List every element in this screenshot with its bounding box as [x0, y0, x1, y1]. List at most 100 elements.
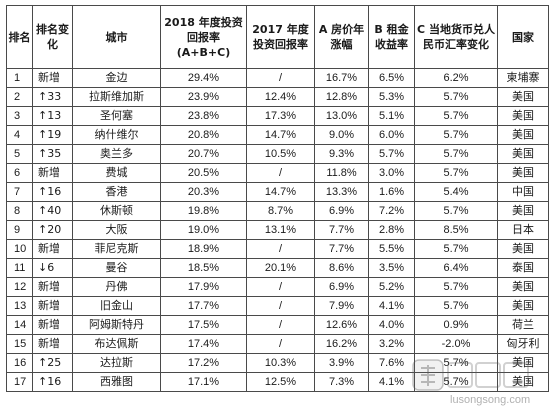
- table-row: 6 新增 费城 20.5%/11.8% 3.0% 5.7% 美国: [6, 163, 549, 183]
- cell-fx-change: 8.5%: [414, 220, 498, 240]
- header-rank-change: 排名变化: [32, 5, 73, 69]
- cell-rental-yield: 4.1%: [368, 372, 415, 392]
- cell-roi-2017: /: [246, 334, 315, 354]
- cell-city: 休斯顿: [72, 201, 161, 221]
- cell-price-growth: 7.3%: [314, 372, 369, 392]
- cell-country: 美国: [497, 201, 549, 221]
- watermark-text: lusongsong.com: [450, 394, 530, 406]
- cell-price-growth: 3.9%: [314, 353, 369, 373]
- header-roi-2018: 2018 年度投资回报率(A+B+C): [160, 5, 247, 69]
- cell-rental-yield: 3.0%: [368, 163, 415, 183]
- cell-roi-2017: /: [246, 239, 315, 259]
- cell-rank: 17: [6, 372, 33, 392]
- cell-rental-yield: 5.5%: [368, 239, 415, 259]
- cell-rental-yield: 5.1%: [368, 106, 415, 126]
- cell-price-growth: 11.8%: [314, 163, 369, 183]
- cell-rental-yield: 4.0%: [368, 315, 415, 335]
- cell-country: 美国: [497, 144, 549, 164]
- cell-country: 美国: [497, 372, 549, 392]
- cell-chg: ↓6: [32, 258, 73, 278]
- cell-roi-2018: 29.4%: [160, 68, 247, 88]
- cell-fx-change: -2.0%: [414, 334, 498, 354]
- cell-rank: 12: [6, 277, 33, 297]
- cell-fx-change: 6.2%: [414, 68, 498, 88]
- cell-chg: ↑16: [32, 372, 73, 392]
- header-city: 城市: [72, 5, 161, 69]
- cell-rank: 5: [6, 144, 33, 164]
- cell-price-growth: 12.8%: [314, 87, 369, 107]
- cell-country: 中国: [497, 182, 549, 202]
- cell-chg: ↑25: [32, 353, 73, 373]
- roi-ranking-table: 排名 排名变化 城市 2018 年度投资回报率(A+B+C) 2017 年度投资…: [6, 5, 549, 392]
- cell-roi-2017: 14.7%: [246, 125, 315, 145]
- header-rank: 排名: [6, 5, 33, 69]
- table-row: 15 新增 布达佩斯 17.4%/16.2% 3.2% -2.0% 匈牙利: [6, 334, 549, 354]
- cell-fx-change: 5.7%: [414, 125, 498, 145]
- header-price-growth: A 房价年涨幅: [314, 5, 369, 69]
- cell-country: 美国: [497, 125, 549, 145]
- cell-roi-2018: 17.4%: [160, 334, 247, 354]
- cell-rental-yield: 5.2%: [368, 277, 415, 297]
- header-rental-yield: B 租金收益率: [368, 5, 415, 69]
- cell-fx-change: 5.7%: [414, 353, 498, 373]
- cell-country: 美国: [497, 106, 549, 126]
- cell-country: 美国: [497, 239, 549, 259]
- cell-roi-2018: 20.8%: [160, 125, 247, 145]
- cell-roi-2018: 17.2%: [160, 353, 247, 373]
- cell-roi-2018: 19.8%: [160, 201, 247, 221]
- cell-roi-2017: 10.3%: [246, 353, 315, 373]
- table-row: 17 ↑16 西雅图 17.1% 12.5% 7.3% 4.1% 5.7% 美国: [6, 372, 549, 392]
- cell-city: 费城: [72, 163, 161, 183]
- table-row: 4 ↑19 纳什维尔 20.8% 14.7% 9.0% 6.0% 5.7% 美国: [6, 125, 549, 145]
- cell-rank: 10: [6, 239, 33, 259]
- cell-rental-yield: 6.5%: [368, 68, 415, 88]
- cell-fx-change: 5.7%: [414, 87, 498, 107]
- cell-roi-2017: 10.5%: [246, 144, 315, 164]
- cell-country: 日本: [497, 220, 549, 240]
- cell-city: 布达佩斯: [72, 334, 161, 354]
- cell-country: 匈牙利: [497, 334, 549, 354]
- cell-rental-yield: 2.8%: [368, 220, 415, 240]
- cell-price-growth: 7.9%: [314, 296, 369, 316]
- cell-fx-change: 5.4%: [414, 182, 498, 202]
- cell-city: 金边: [72, 68, 161, 88]
- cell-roi-2017: 12.4%: [246, 87, 315, 107]
- cell-rank: 15: [6, 334, 33, 354]
- table-row: 10 新增 菲尼克斯 18.9%/7.7% 5.5% 5.7% 美国: [6, 239, 549, 259]
- cell-rank: 16: [6, 353, 33, 373]
- header-fx-change: C 当地货币兑人民币汇率变化: [414, 5, 498, 69]
- cell-city: 圣何塞: [72, 106, 161, 126]
- cell-price-growth: 8.6%: [314, 258, 369, 278]
- cell-rental-yield: 7.6%: [368, 353, 415, 373]
- cell-roi-2017: 17.3%: [246, 106, 315, 126]
- cell-chg: 新增: [32, 277, 73, 297]
- table-header: 排名 排名变化 城市 2018 年度投资回报率(A+B+C) 2017 年度投资…: [6, 5, 549, 69]
- table-body: 1 新增 金边 29.4%/16.7% 6.5% 6.2% 柬埔寨 2 ↑33 拉斯维加斯 23.9…: [6, 68, 549, 392]
- cell-country: 美国: [497, 87, 549, 107]
- cell-chg: 新增: [32, 334, 73, 354]
- cell-chg: ↑19: [32, 125, 73, 145]
- cell-price-growth: 13.3%: [314, 182, 369, 202]
- cell-rental-yield: 1.6%: [368, 182, 415, 202]
- cell-country: 美国: [497, 353, 549, 373]
- header-country: 国家: [497, 5, 549, 69]
- cell-roi-2017: /: [246, 163, 315, 183]
- cell-fx-change: 5.7%: [414, 144, 498, 164]
- cell-city: 丹佛: [72, 277, 161, 297]
- cell-country: 柬埔寨: [497, 68, 549, 88]
- cell-city: 达拉斯: [72, 353, 161, 373]
- cell-rank: 3: [6, 106, 33, 126]
- cell-city: 香港: [72, 182, 161, 202]
- table-row: 8 ↑40 休斯顿 19.8% 8.7% 6.9% 7.2% 5.7% 美国: [6, 201, 549, 221]
- cell-city: 纳什维尔: [72, 125, 161, 145]
- cell-roi-2018: 23.8%: [160, 106, 247, 126]
- cell-rental-yield: 5.3%: [368, 87, 415, 107]
- cell-roi-2018: 18.5%: [160, 258, 247, 278]
- cell-rank: 1: [6, 68, 33, 88]
- table-row: 3 ↑13 圣何塞 23.8% 17.3% 13.0% 5.1% 5.7% 美国: [6, 106, 549, 126]
- cell-price-growth: 16.2%: [314, 334, 369, 354]
- table-row: 1 新增 金边 29.4%/16.7% 6.5% 6.2% 柬埔寨: [6, 68, 549, 88]
- cell-rank: 8: [6, 201, 33, 221]
- cell-chg: ↑13: [32, 106, 73, 126]
